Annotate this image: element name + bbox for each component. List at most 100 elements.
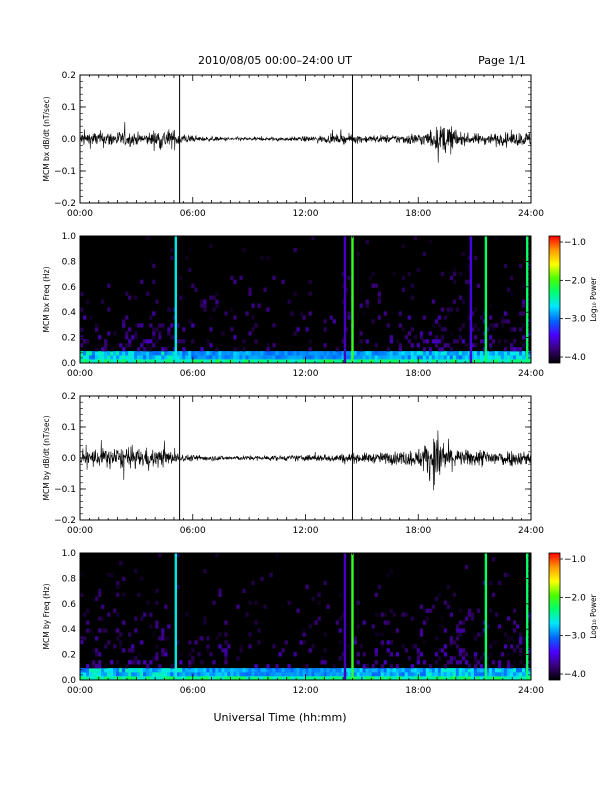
- spectrogram-cell: [488, 644, 493, 649]
- spectrogram-cell: [164, 636, 168, 641]
- spectrogram-cell: [143, 672, 147, 677]
- spectrogram-cell: [152, 311, 156, 316]
- y-tick-label: 0.2: [62, 651, 76, 661]
- spectrogram-cell: [392, 355, 397, 360]
- spectrogram-cell: [245, 676, 249, 681]
- spectrogram-cell: [413, 676, 418, 681]
- spectrogram-cell: [401, 327, 406, 332]
- spectrogram-cell: [503, 339, 508, 344]
- spectrogram-cell: [389, 608, 394, 613]
- spectrogram-cell: [305, 676, 309, 681]
- spectrogram-cell: [446, 660, 451, 665]
- spectrogram-cell: [467, 351, 472, 356]
- spectrogram-cell: [278, 359, 282, 364]
- spectrogram-cell: [443, 668, 448, 673]
- spectrogram-cell: [431, 676, 436, 681]
- spectrogram-cell: [269, 668, 273, 673]
- spectrogram-cell: [248, 600, 252, 605]
- spectrogram-cell: [455, 624, 460, 629]
- spectrogram-burst-line: [174, 236, 178, 363]
- spectrogram-cell: [479, 656, 484, 661]
- spectrogram-cell: [422, 608, 427, 613]
- spectrogram-cell: [341, 351, 345, 356]
- spectrogram-cell: [83, 668, 87, 673]
- y-tick-label: 0.2: [62, 71, 76, 81]
- spectrogram-cell: [446, 343, 451, 348]
- spectrogram-cell: [158, 664, 162, 669]
- spectrogram-cell: [161, 347, 165, 352]
- spectrogram-cell: [110, 676, 114, 681]
- spectrogram-cell: [371, 668, 375, 673]
- spectrogram-cell: [131, 355, 135, 360]
- spectrogram-cell: [263, 351, 267, 356]
- spectrogram-cell: [528, 263, 532, 269]
- spectrogram-cell: [401, 644, 406, 649]
- spectrogram-cell: [401, 287, 406, 292]
- spectrogram-cell: [467, 263, 472, 269]
- spectrogram-cell: [167, 672, 171, 677]
- spectrogram-cell: [164, 359, 168, 364]
- spectrogram-cell: [516, 351, 520, 356]
- spectrogram-cell: [528, 648, 532, 653]
- spectrogram-cell: [248, 287, 252, 292]
- y-tick-label: 0.2: [62, 334, 76, 344]
- spectrogram-cell: [446, 668, 451, 673]
- spectrogram-cell: [209, 343, 213, 348]
- spectrogram-cell: [308, 668, 312, 673]
- spectrogram-cell: [506, 652, 511, 657]
- y-tick-label: −0.1: [54, 485, 76, 495]
- spectrogram-cell: [146, 664, 150, 669]
- spectrogram-cell: [494, 355, 499, 360]
- spectrogram-cell: [458, 335, 463, 340]
- spectrogram-cell: [281, 351, 285, 356]
- spectrogram-cell: [443, 343, 448, 348]
- spectrogram-cell: [152, 331, 156, 336]
- spectrogram-cell: [488, 347, 493, 352]
- spectrogram-cell: [377, 672, 382, 677]
- spectrogram-cell: [134, 331, 138, 336]
- x-tick-label: 06:00: [180, 209, 206, 219]
- spectrogram-cell: [513, 608, 517, 613]
- spectrogram-cell: [332, 359, 336, 364]
- spectrogram-cell: [449, 676, 454, 681]
- spectrogram-cell: [416, 648, 421, 653]
- spectrogram-cell: [440, 676, 445, 681]
- spectrogram-cell: [92, 351, 96, 356]
- spectrogram-cell: [83, 351, 87, 356]
- spectrogram-cell: [140, 351, 144, 356]
- spectrogram-cell: [519, 660, 523, 665]
- spectrogram-cell: [338, 672, 342, 677]
- spectrogram-cell: [528, 319, 532, 324]
- spectrogram-cell: [341, 612, 345, 617]
- spectrogram-cell: [209, 359, 213, 364]
- spectrogram-cell: [464, 351, 469, 356]
- spectrogram-cell: [152, 359, 156, 364]
- spectrogram-cell: [245, 612, 249, 617]
- spectrogram-cell: [383, 620, 388, 625]
- spectrogram-cell: [308, 672, 312, 677]
- spectrogram-cell: [434, 668, 439, 673]
- spectrogram-cell: [176, 676, 180, 681]
- spectrogram-cell: [428, 331, 433, 336]
- spectrogram-cell: [410, 676, 415, 681]
- waveform-series: [80, 430, 531, 491]
- spectrogram-cell: [128, 632, 132, 637]
- spectrogram-cell: [254, 620, 258, 625]
- spectrogram-cell: [380, 676, 385, 681]
- spectrogram-cell: [161, 327, 165, 332]
- spectrogram-cell: [311, 644, 315, 649]
- spectrogram-cell: [293, 672, 297, 677]
- spectrogram-cell: [143, 351, 147, 356]
- spectrogram-cell: [248, 668, 252, 673]
- spectrogram-cell: [221, 676, 225, 681]
- spectrogram-cell: [206, 668, 210, 673]
- spectrogram-cell: [230, 355, 234, 360]
- spectrogram-cell: [506, 572, 511, 578]
- spectrogram-cell: [116, 628, 120, 633]
- spectrogram-cell: [377, 676, 382, 681]
- spectrogram-cell: [464, 279, 469, 284]
- spectrogram-cell: [266, 664, 270, 669]
- spectrogram-cell: [404, 335, 409, 340]
- spectrogram-cell: [221, 648, 225, 653]
